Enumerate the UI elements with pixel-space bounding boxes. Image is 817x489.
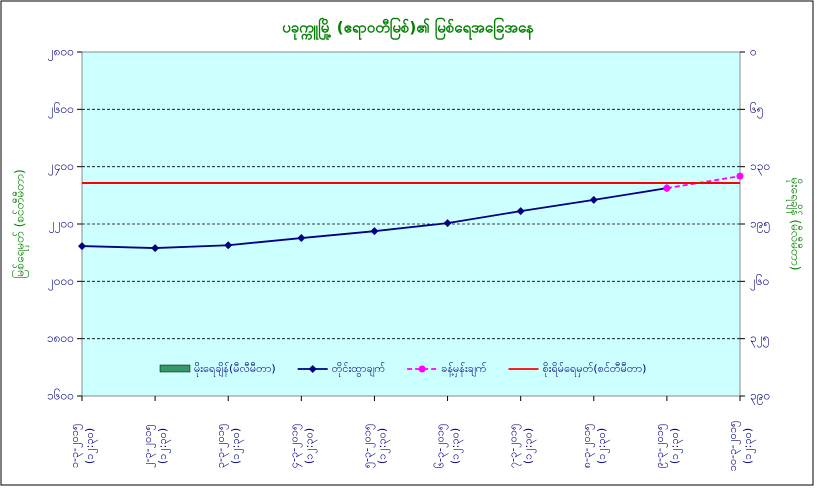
y2-tick-label: ၆၅ xyxy=(750,101,764,119)
point-marker xyxy=(516,207,525,216)
x-tick-time: (၁၂:၃၀) xyxy=(741,428,756,464)
point-marker xyxy=(736,172,744,180)
x-tick-label: ၇-၃-၂၀၁၅ xyxy=(507,424,522,468)
y-tick-label: ၂၆၀၀ xyxy=(48,101,74,119)
x-tick-label: ၆-၃-၂၀၁၅ xyxy=(434,424,449,468)
x-tick-label-group: ၁-၃-၂၀၁၅ (၁၂:၃၀) xyxy=(68,424,98,468)
x-tick-label: ၄-၃-၂၀၁၅ xyxy=(287,424,302,468)
legend-label: တိုင်းထွာချက် xyxy=(332,362,386,377)
y-tick-label: ၂၀၀၀ xyxy=(48,274,74,291)
legend-marker xyxy=(308,365,317,373)
legend-label: မိုးရေချိန်(မီလီမီတာ) xyxy=(194,362,276,377)
x-tick-label: ၉-၃-၂၀၁၅ xyxy=(653,424,668,468)
y2-axis-label: မိုးရေချိန် (မီလီမီတာ) xyxy=(786,178,804,271)
point-marker xyxy=(589,195,598,204)
point-marker xyxy=(78,242,86,251)
y2-tick-label: ၁၃၀ xyxy=(750,159,770,176)
x-tick-label-group: ၈-၃-၂၀၁၅ (၁၂:၃၀) xyxy=(580,424,610,468)
x-tick-time: (၁၂:၃၀) xyxy=(229,428,244,464)
x-tick-label: ၂-၃-၂၀၁၅ xyxy=(141,424,156,468)
x-tick-time: (၁၂:၃၀) xyxy=(522,428,537,464)
y-axis-label: မြစ်ရေမှတ် (စင်တီမီတာ) xyxy=(11,169,30,278)
y-tick-label: ၂၄၀၀ xyxy=(48,159,74,176)
x-tick-label: ၅-၃-၂၀၁၅ xyxy=(360,424,375,468)
x-tick-time: (၁၂:၃၀) xyxy=(668,428,683,464)
y-tick-label: ၁၈၀၀ xyxy=(47,331,74,345)
x-tick-time: (၁၂:၃၀) xyxy=(595,428,610,464)
legend-swatch xyxy=(159,364,191,373)
y2-tick-label: ၂၆၀ xyxy=(750,273,769,291)
x-tick-label-group: ၇-၃-၂၀၁၅ (၁၂:၃၀) xyxy=(507,424,537,468)
x-tick-label: ၃-၃-၂၀၁၅ xyxy=(214,424,229,468)
point-marker xyxy=(224,241,233,250)
y2-tick-label: ၃၂၅ xyxy=(750,331,769,348)
y2-tick-label: ၁၉၅ xyxy=(750,217,770,234)
x-tick-label: ၁-၃-၂၀၁၅ xyxy=(68,424,83,468)
y2-tick-label: ၀ xyxy=(750,45,757,59)
x-tick-time: (၁၂:၃၀) xyxy=(449,428,464,464)
point-marker xyxy=(663,184,671,192)
x-tick-label-group: ၃-၃-၂၀၁၅ (၁၂:၃၀) xyxy=(214,424,244,468)
x-tick-label-group: ၁၀-၃-၂၀၁၅ (၁၂:၃၀) xyxy=(726,421,756,471)
x-tick-label-group: ၆-၃-၂၀၁၅ (၁၂:၃၀) xyxy=(434,424,464,468)
x-tick-label: ၈-၃-၂၀၁၅ xyxy=(580,424,595,468)
series-line xyxy=(666,175,741,190)
x-tick-time: (၁၂:၃၀) xyxy=(375,428,390,464)
point-marker xyxy=(370,227,379,236)
point-marker xyxy=(443,219,452,228)
point-marker xyxy=(297,234,306,243)
y-tick-label: ၂၈၀၀ xyxy=(48,45,74,62)
point-marker xyxy=(151,244,160,253)
y-tick-label: ၁၆၀၀ xyxy=(47,388,74,403)
y2-tick-label: ၃၉၀ xyxy=(750,389,770,406)
plot-area xyxy=(81,51,741,397)
legend-marker xyxy=(418,365,426,373)
x-tick-label-group: ၉-၃-၂၀၁၅ (၁၂:၃၀) xyxy=(653,424,683,468)
legend-label: စိုးရိမ်ရေမှတ်(စင်တီမီတာ) xyxy=(542,362,646,377)
x-tick-label-group: ၄-၃-၂၀၁၅ (၁၂:၃၀) xyxy=(287,424,317,468)
y-tick-label: ၂၂၀၀ xyxy=(49,217,74,234)
x-tick-label: ၁၀-၃-၂၀၁၅ xyxy=(726,421,741,471)
x-tick-label-group: ၅-၃-၂၀၁၅ (၁၂:၃၀) xyxy=(360,424,390,468)
x-tick-time: (၁၂:၃၀) xyxy=(302,428,317,464)
x-tick-label-group: ၂-၃-၂၀၁၅ (၁၂:၃၀) xyxy=(141,424,171,468)
x-tick-time: (၁၂:၃၀) xyxy=(156,428,171,464)
x-tick-time: (၁၂:၃၀) xyxy=(83,428,98,464)
legend-label: ခန့်မှန်းချက် xyxy=(441,362,487,377)
